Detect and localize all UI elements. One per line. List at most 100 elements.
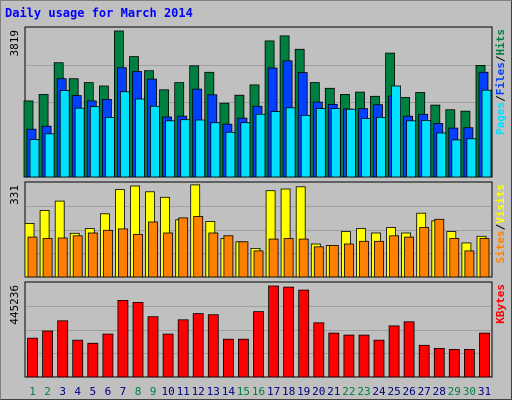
bar-kbytes-day-27 bbox=[418, 344, 430, 378]
bar-kbytes-day-25 bbox=[388, 325, 400, 378]
day-label-25: 25 bbox=[387, 385, 400, 398]
bar-sites-day-18 bbox=[283, 238, 294, 278]
bar-sites-day-11 bbox=[178, 217, 189, 278]
bar-kbytes-day-11 bbox=[177, 319, 189, 378]
bar-pages-day-22 bbox=[345, 108, 356, 178]
day-label-8: 8 bbox=[135, 385, 142, 398]
bar-kbytes-day-24 bbox=[373, 339, 385, 378]
legend-separator: / bbox=[494, 55, 507, 62]
day-label-30: 30 bbox=[463, 385, 476, 398]
bar-sites-day-27 bbox=[419, 227, 430, 278]
bar-kbytes-day-6 bbox=[102, 333, 114, 378]
ymax-label-visits-sites: 331 bbox=[8, 185, 21, 205]
day-label-7: 7 bbox=[120, 385, 127, 398]
bar-sites-day-4 bbox=[72, 235, 83, 278]
day-label-20: 20 bbox=[312, 385, 325, 398]
bar-pages-day-17 bbox=[270, 111, 281, 178]
day-label-22: 22 bbox=[342, 385, 355, 398]
day-label-3: 3 bbox=[59, 385, 66, 398]
bar-kbytes-day-28 bbox=[433, 347, 445, 378]
bar-kbytes-day-21 bbox=[328, 332, 340, 378]
bar-sites-day-8 bbox=[133, 233, 143, 278]
day-label-18: 18 bbox=[282, 385, 295, 398]
bar-kbytes-day-10 bbox=[162, 333, 174, 378]
ymax-label-hits-files-pages: 3819 bbox=[8, 30, 21, 57]
bar-pages-day-16 bbox=[255, 113, 266, 178]
chart-title: Daily usage for March 2014 bbox=[5, 6, 193, 20]
bar-kbytes-day-14 bbox=[222, 338, 234, 378]
bar-pages-day-6 bbox=[105, 117, 115, 178]
bar-sites-day-16 bbox=[253, 250, 264, 278]
bar-kbytes-day-3 bbox=[57, 320, 69, 378]
bar-kbytes-day-1 bbox=[27, 337, 38, 378]
bar-pages-day-20 bbox=[315, 108, 326, 178]
bar-pages-day-7 bbox=[120, 91, 130, 178]
bar-kbytes-day-20 bbox=[313, 322, 325, 378]
bar-pages-day-11 bbox=[180, 119, 191, 178]
bar-sites-day-15 bbox=[238, 241, 249, 278]
bar-kbytes-day-26 bbox=[403, 321, 415, 378]
bar-pages-day-26 bbox=[406, 120, 417, 178]
bar-sites-day-1 bbox=[27, 236, 38, 278]
legend-visits-sites: Sites/Visits bbox=[494, 184, 507, 264]
day-label-2: 2 bbox=[44, 385, 51, 398]
bar-pages-day-27 bbox=[421, 120, 432, 178]
bar-pages-day-19 bbox=[300, 115, 311, 178]
bar-pages-day-29 bbox=[451, 139, 462, 178]
bar-sites-day-10 bbox=[163, 232, 174, 278]
legend-item-pages: Pages bbox=[494, 102, 507, 135]
legend-separator: / bbox=[494, 223, 507, 230]
day-label-4: 4 bbox=[74, 385, 81, 398]
bar-kbytes-day-5 bbox=[87, 342, 99, 378]
day-label-29: 29 bbox=[448, 385, 461, 398]
bar-sites-day-21 bbox=[328, 244, 339, 278]
bar-kbytes-day-2 bbox=[42, 330, 53, 378]
bar-kbytes-day-16 bbox=[253, 311, 264, 378]
bar-sites-day-20 bbox=[313, 246, 324, 278]
bar-kbytes-day-30 bbox=[463, 348, 475, 378]
legend-item-visits: Visits bbox=[494, 184, 507, 224]
day-label-21: 21 bbox=[327, 385, 340, 398]
day-label-16: 16 bbox=[252, 385, 265, 398]
bar-pages-day-4 bbox=[74, 107, 85, 178]
bar-pages-day-10 bbox=[165, 120, 176, 178]
legend-item-sites: Sites bbox=[494, 230, 507, 263]
bar-pages-day-18 bbox=[285, 107, 296, 178]
bar-sites-day-29 bbox=[449, 238, 460, 278]
bar-kbytes-day-13 bbox=[207, 314, 219, 378]
bar-sites-day-28 bbox=[434, 218, 445, 278]
ymax-label-kbytes: 445236 bbox=[8, 285, 21, 325]
legend-item-hits: Hits bbox=[494, 29, 507, 56]
bar-sites-day-9 bbox=[148, 221, 158, 278]
bar-pages-day-12 bbox=[195, 119, 206, 178]
day-label-24: 24 bbox=[372, 385, 386, 398]
bar-pages-day-15 bbox=[240, 122, 251, 178]
day-label-19: 19 bbox=[297, 385, 310, 398]
legend-item-kbytes: KBytes bbox=[494, 284, 507, 324]
bar-pages-day-24 bbox=[376, 117, 386, 178]
bar-pages-day-13 bbox=[210, 122, 221, 178]
bar-sites-day-7 bbox=[118, 228, 128, 278]
day-label-27: 27 bbox=[418, 385, 431, 398]
bar-pages-day-3 bbox=[59, 90, 70, 178]
bar-pages-day-28 bbox=[436, 132, 447, 178]
bar-sites-day-14 bbox=[223, 235, 234, 278]
bar-pages-day-21 bbox=[330, 108, 341, 178]
bar-kbytes-day-22 bbox=[343, 334, 355, 378]
bar-pages-day-31 bbox=[481, 89, 492, 178]
day-label-26: 26 bbox=[402, 385, 415, 398]
bar-pages-day-2 bbox=[44, 133, 55, 178]
bar-pages-day-14 bbox=[225, 131, 236, 178]
bar-pages-day-1 bbox=[29, 139, 40, 178]
bar-sites-day-2 bbox=[42, 238, 53, 278]
bar-pages-day-9 bbox=[150, 105, 160, 178]
day-label-1: 1 bbox=[29, 385, 36, 398]
day-label-14: 14 bbox=[222, 385, 236, 398]
bar-kbytes-day-15 bbox=[237, 338, 249, 378]
bar-sites-day-13 bbox=[208, 232, 219, 278]
bar-pages-day-8 bbox=[135, 98, 145, 178]
day-label-11: 11 bbox=[177, 385, 190, 398]
bar-sites-day-31 bbox=[479, 238, 490, 278]
bar-sites-day-12 bbox=[193, 216, 204, 278]
